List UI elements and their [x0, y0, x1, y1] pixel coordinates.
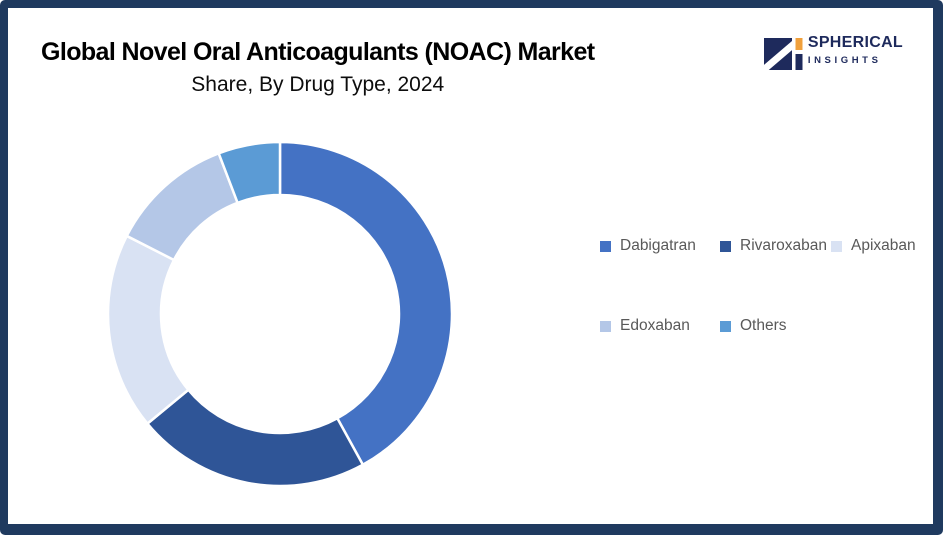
legend-label-rivaroxaban: Rivaroxaban — [740, 237, 828, 254]
logo-orange-bar — [795, 38, 803, 50]
legend-item-rivaroxaban: Rivaroxaban — [720, 237, 827, 255]
legend-label-others: Others — [740, 317, 787, 334]
logo-navy-bar — [795, 54, 803, 70]
chart-canvas: Global Novel Oral Anticoagulants (NOAC) … — [8, 8, 933, 524]
logo-brand-sub: INSIGHTS — [807, 54, 882, 66]
logo-text: SPHERICAL INSIGHTS — [807, 34, 903, 66]
legend-swatch-dabigatran — [600, 240, 611, 252]
logo-brand-name: SPHERICAL — [807, 34, 903, 51]
donut-chart — [106, 140, 454, 488]
logo-swoosh — [763, 40, 798, 74]
donut-segment-edoxaban — [125, 151, 240, 262]
legend-label-apixaban: Apixaban — [851, 237, 916, 254]
donut-segment-dabigatran — [278, 140, 454, 467]
legend-item-others: Others — [720, 317, 787, 335]
legend-swatch-others — [720, 320, 731, 332]
donut-segment-apixaban — [106, 234, 191, 426]
brand-logo: SPHERICAL INSIGHTS — [763, 34, 903, 74]
title-block: Global Novel Oral Anticoagulants (NOAC) … — [41, 38, 595, 97]
legend-item-dabigatran: Dabigatran — [600, 237, 696, 255]
chart-title: Global Novel Oral Anticoagulants (NOAC) … — [41, 38, 595, 66]
legend-item-edoxaban: Edoxaban — [600, 317, 690, 335]
donut-segment-others — [217, 140, 282, 205]
donut-segment-rivaroxaban — [145, 388, 365, 488]
legend-swatch-edoxaban — [600, 320, 611, 332]
chart-subtitle: Share, By Drug Type, 2024 — [191, 73, 445, 96]
legend-item-apixaban: Apixaban — [831, 237, 916, 255]
legend-label-edoxaban: Edoxaban — [620, 317, 690, 334]
legend-swatch-rivaroxaban — [720, 240, 731, 252]
spherical-insights-logo-icon — [763, 38, 803, 74]
legend-label-dabigatran: Dabigatran — [620, 237, 696, 254]
legend-swatch-apixaban — [831, 240, 842, 252]
